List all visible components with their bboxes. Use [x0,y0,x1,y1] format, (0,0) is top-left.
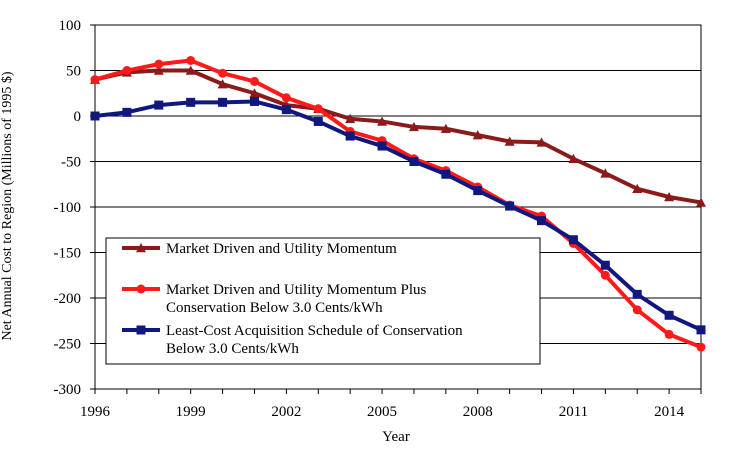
data-point [90,75,100,85]
data-point [537,216,547,226]
data-point [153,65,164,75]
legend-label: Conservation Below 3.0 Cents/kWh [166,300,383,316]
data-point [472,130,483,140]
data-point [473,186,483,196]
data-point [154,59,164,69]
data-point [568,153,579,164]
data-point [377,116,388,126]
y-tick-label: -150 [54,246,82,262]
series-1 [90,65,706,207]
data-point [632,305,642,315]
legend-label: Market Driven and Utility Momentum Plus [166,282,427,298]
legend-box [105,237,541,365]
data-point [409,157,419,166]
data-point [568,235,578,245]
data-point [154,100,164,110]
data-point [249,96,259,106]
data-point [186,97,196,107]
data-point [696,197,706,207]
data-point [441,169,451,179]
data-point [664,191,675,202]
data-point [313,104,323,114]
y-tick-label: 0 [74,109,82,125]
data-point [664,329,674,339]
data-point [217,79,228,89]
data-point [408,121,419,132]
legend-label: Least-Cost Acquisition Schedule of Conse… [166,323,463,339]
data-point [281,93,291,103]
legend-swatch-marker [136,325,146,335]
data-point [90,111,100,121]
legend: Market Driven and Utility Momentum Market… [105,237,541,365]
series-line [94,68,702,205]
data-point [600,260,610,270]
x-tick-label: 1996 [80,404,111,420]
data-point [440,123,451,133]
x-tick-label: 2008 [463,404,493,420]
data-point [632,289,642,299]
data-point [504,136,515,146]
series-3 [90,96,706,335]
x-tick-label: 2005 [367,404,397,420]
data-point [249,88,260,98]
y-tick-label: -50 [61,155,81,171]
series-line [94,58,702,349]
y-tick-label: -250 [54,337,82,353]
y-tick-label: -200 [54,291,82,307]
x-axis-label: Year [382,429,410,445]
data-point [313,116,323,126]
data-point [664,310,674,320]
data-point [218,97,228,107]
tick-labels: 100 50 0 -50 -100 -150 -200 -250 -300 1996 1999 200… [54,18,685,420]
data-point [218,68,228,78]
legend-label: Market Driven and Utility Momentum [166,241,397,257]
data-point [377,141,387,151]
data-point [632,183,643,194]
x-tick-label: 2014 [654,404,685,420]
data-point [122,107,132,117]
plot-border [94,24,702,390]
data-point [281,105,291,115]
y-tick-label: 50 [66,64,81,80]
data-point [696,325,706,335]
data-point [600,168,611,178]
legend-swatch-marker [136,284,146,294]
data-point [600,270,610,280]
y-axis-label: Net Annual Cost to Region (Millions of 1… [0,71,15,340]
y-tick-label: -300 [54,382,82,398]
x-tick-label: 2011 [559,404,588,420]
data-point [186,55,196,65]
y-tick-label: 100 [59,18,82,34]
data-point [505,201,515,211]
data-point [122,66,132,75]
data-point [345,113,356,123]
data-point [249,76,259,86]
legend-label: Below 3.0 Cents/kWh [166,341,299,357]
data-point [696,342,706,352]
data-point [536,137,547,147]
x-tick-label: 1999 [176,404,206,420]
series-group [90,55,706,352]
data-point [185,65,196,75]
data-point [345,131,355,141]
x-tick-label: 2002 [271,404,301,420]
y-tick-label: -100 [54,200,82,216]
legend-swatch-marker [136,243,146,253]
series-line [94,99,702,332]
